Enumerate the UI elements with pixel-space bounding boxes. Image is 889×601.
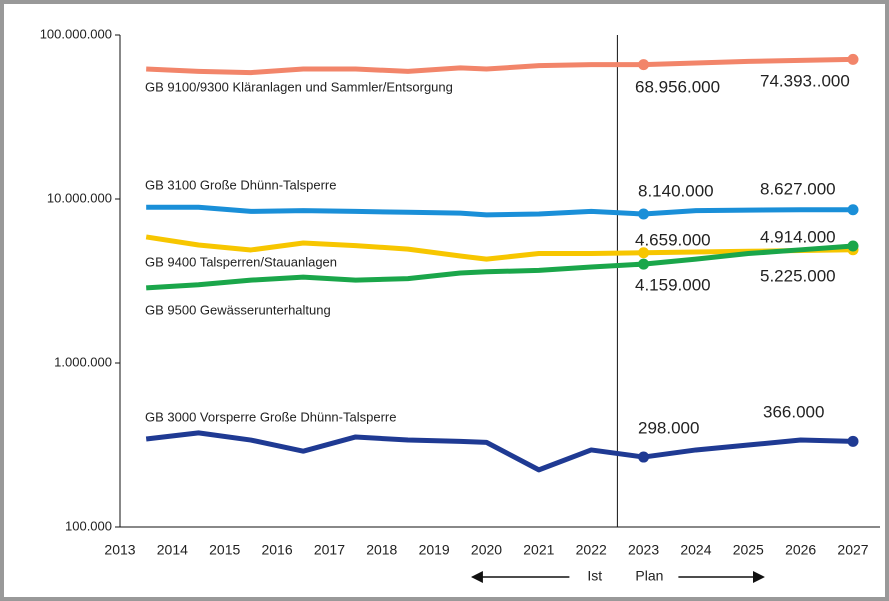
x-tick-label: 2027 <box>837 542 868 558</box>
marker <box>638 451 650 463</box>
series-line <box>146 243 854 291</box>
marker <box>638 247 650 259</box>
series-name: GB 3000 Vorsperre Große Dhünn-Talsperre <box>145 409 396 424</box>
annotation: 74.393..000 <box>760 71 850 90</box>
annotation: 8.627.000 <box>760 179 836 198</box>
x-tick-label: 2018 <box>366 542 397 558</box>
y-tick-label: 10.000.000 <box>47 190 112 205</box>
annotation: 8.140.000 <box>638 181 714 200</box>
series-name: GB 9500 Gewässerunterhaltung <box>145 302 331 317</box>
x-tick-label: 2022 <box>576 542 607 558</box>
marker <box>847 240 859 252</box>
x-tick-label: 2013 <box>104 542 135 558</box>
series-line <box>145 430 854 473</box>
annotation: 68.956.000 <box>635 77 720 96</box>
x-tick-label: 2024 <box>680 542 711 558</box>
series-name: GB 9400 Talsperren/Stauanlagen <box>145 254 337 269</box>
y-tick-label: 100.000.000 <box>40 26 112 41</box>
x-tick-label: 2016 <box>261 542 292 558</box>
y-tick-label: 1.000.000 <box>54 354 112 369</box>
series-line <box>145 234 854 262</box>
x-tick-label: 2025 <box>733 542 764 558</box>
annotation: 366.000 <box>763 402 824 421</box>
period-label: Ist <box>587 568 602 584</box>
marker <box>638 258 650 270</box>
x-tick-label: 2015 <box>209 542 240 558</box>
x-tick-label: 2019 <box>419 542 450 558</box>
y-tick-label: 100.000 <box>65 518 112 533</box>
annotation: 4.659.000 <box>635 230 711 249</box>
x-tick-label: 2017 <box>314 542 345 558</box>
period-label: Plan <box>635 568 663 584</box>
x-tick-label: 2014 <box>157 542 188 558</box>
marker <box>847 53 859 65</box>
series-line <box>146 56 854 76</box>
annotation: 298.000 <box>638 418 699 437</box>
series-line <box>146 204 853 218</box>
marker <box>638 59 650 71</box>
series-name: GB 3100 Große Dhünn-Talsperre <box>145 177 336 192</box>
marker <box>638 208 650 220</box>
x-tick-label: 2021 <box>523 542 554 558</box>
annotation: 4.914.000 <box>760 227 836 246</box>
marker <box>847 435 859 447</box>
annotation: 5.225.000 <box>760 266 836 285</box>
series-name: GB 9100/9300 Kläranlagen und Sammler/Ent… <box>145 79 453 94</box>
annotation: 4.159.000 <box>635 275 711 294</box>
x-tick-label: 2026 <box>785 542 816 558</box>
x-tick-label: 2023 <box>628 542 659 558</box>
x-tick-label: 2020 <box>471 542 502 558</box>
marker <box>847 204 859 216</box>
